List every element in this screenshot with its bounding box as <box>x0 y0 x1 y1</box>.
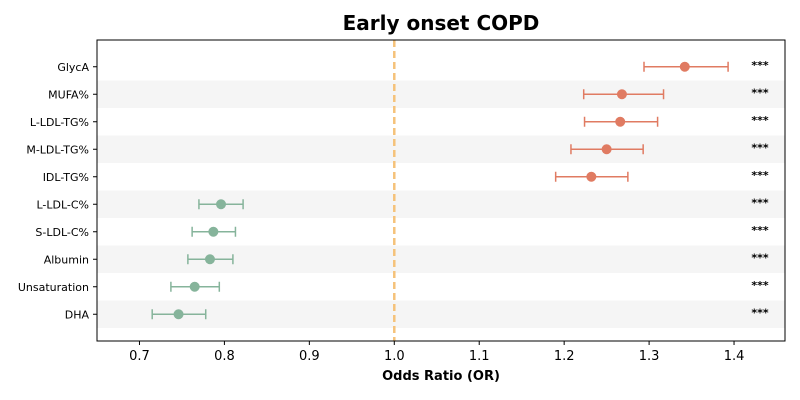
x-axis-label: Odds Ratio (OR) <box>382 369 500 384</box>
or-point <box>204 254 215 265</box>
or-point <box>216 199 227 210</box>
x-tick-label: 0.7 <box>129 349 150 364</box>
significance-label: *** <box>751 114 769 127</box>
or-point <box>586 171 597 182</box>
or-point <box>615 116 626 127</box>
row-shading <box>97 80 785 328</box>
or-point <box>173 309 184 320</box>
x-tick-label: 1.0 <box>384 349 405 364</box>
chart-title: Early onset COPD <box>343 11 540 35</box>
significance-label: *** <box>751 141 769 154</box>
or-point <box>679 61 690 72</box>
x-tick-label: 0.8 <box>214 349 235 364</box>
y-tick-label: Unsaturation <box>18 281 89 294</box>
x-tick-label: 1.1 <box>469 349 490 364</box>
y-tick-label: L-LDL-C% <box>36 198 89 211</box>
significance-label: *** <box>751 279 769 292</box>
row-shade <box>97 135 785 163</box>
y-tick-label: IDL-TG% <box>43 171 89 184</box>
or-point <box>189 281 200 292</box>
x-axis: 0.7 0.8 0.9 1.0 1.1 1.2 1.3 1.4 <box>129 341 744 364</box>
row-shade <box>97 300 785 328</box>
or-point <box>208 226 219 237</box>
significance-label: *** <box>751 196 769 209</box>
plot-frame <box>96 39 786 342</box>
significance-label: *** <box>751 251 769 264</box>
or-point <box>616 89 627 100</box>
x-tick-label: 1.2 <box>554 349 575 364</box>
y-tick-label: MUFA% <box>48 88 89 101</box>
x-tick-label: 1.3 <box>639 349 660 364</box>
or-point <box>601 144 612 155</box>
y-tick-label: DHA <box>65 308 90 321</box>
y-tick-label: S-LDL-C% <box>35 226 89 239</box>
y-tick-label: L-LDL-TG% <box>30 116 89 129</box>
y-tick-label: Albumin <box>44 253 89 266</box>
plot-rows: GlycA *** MUFA% *** L-LDL-TG% *** M-LDL-TG% ***… <box>18 59 769 322</box>
row-shade <box>97 80 785 108</box>
x-tick-label: 1.4 <box>724 349 745 364</box>
y-tick-label: M-LDL-TG% <box>26 143 89 156</box>
significance-label: *** <box>751 306 769 319</box>
significance-label: *** <box>751 169 769 182</box>
x-tick-label: 0.9 <box>299 349 320 364</box>
significance-label: *** <box>751 86 769 99</box>
significance-label: *** <box>751 224 769 237</box>
y-tick-label: GlycA <box>57 61 89 74</box>
significance-label: *** <box>751 59 769 72</box>
